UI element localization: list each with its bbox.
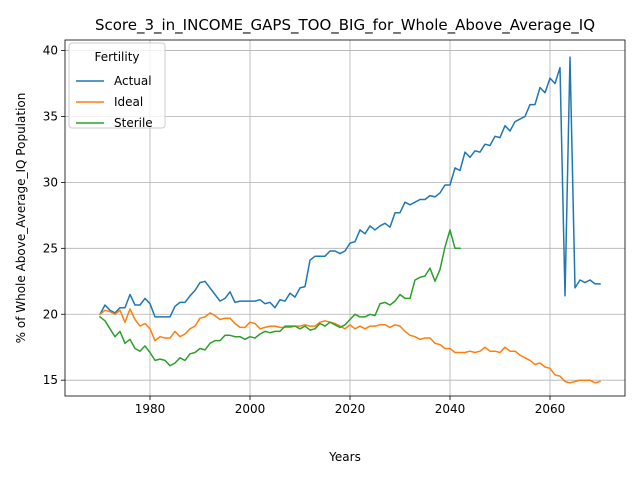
x-tick-label: 2020 [335, 402, 366, 416]
y-axis-label: % of Whole Above_Average_IQ Population [14, 93, 28, 344]
axis-ticks: 1980 2000 2020 2040 2060 15 20 25 30 35 40 [43, 44, 566, 416]
x-tick-label: 2040 [435, 402, 466, 416]
y-tick-label: 25 [43, 241, 58, 255]
axes-frame [64, 39, 626, 397]
x-tick-label: 1980 [135, 402, 166, 416]
legend-title: Fertility [94, 50, 139, 64]
x-tick-label: 2060 [535, 402, 566, 416]
series-line-actual [98, 56, 601, 318]
legend-label-ideal: Ideal [114, 95, 143, 109]
y-tick-label: 15 [43, 373, 58, 387]
series-line-sterile [98, 229, 461, 367]
chart-title: Score_3_in_INCOME_GAPS_TOO_BIG_for_Whole… [95, 16, 595, 35]
y-tick-label: 40 [43, 44, 58, 58]
plot-lines [98, 56, 601, 384]
y-tick-label: 30 [43, 175, 58, 189]
legend: Fertility Actual Ideal Sterile [68, 42, 166, 130]
y-tick-label: 20 [43, 307, 58, 321]
x-axis-label: Years [328, 450, 361, 464]
series-line-ideal [98, 308, 601, 384]
y-tick-label: 35 [43, 109, 58, 123]
legend-box [68, 42, 166, 129]
x-tick-label: 2000 [235, 402, 266, 416]
grid [65, 40, 625, 396]
legend-label-sterile: Sterile [114, 116, 153, 130]
legend-label-actual: Actual [114, 74, 152, 88]
